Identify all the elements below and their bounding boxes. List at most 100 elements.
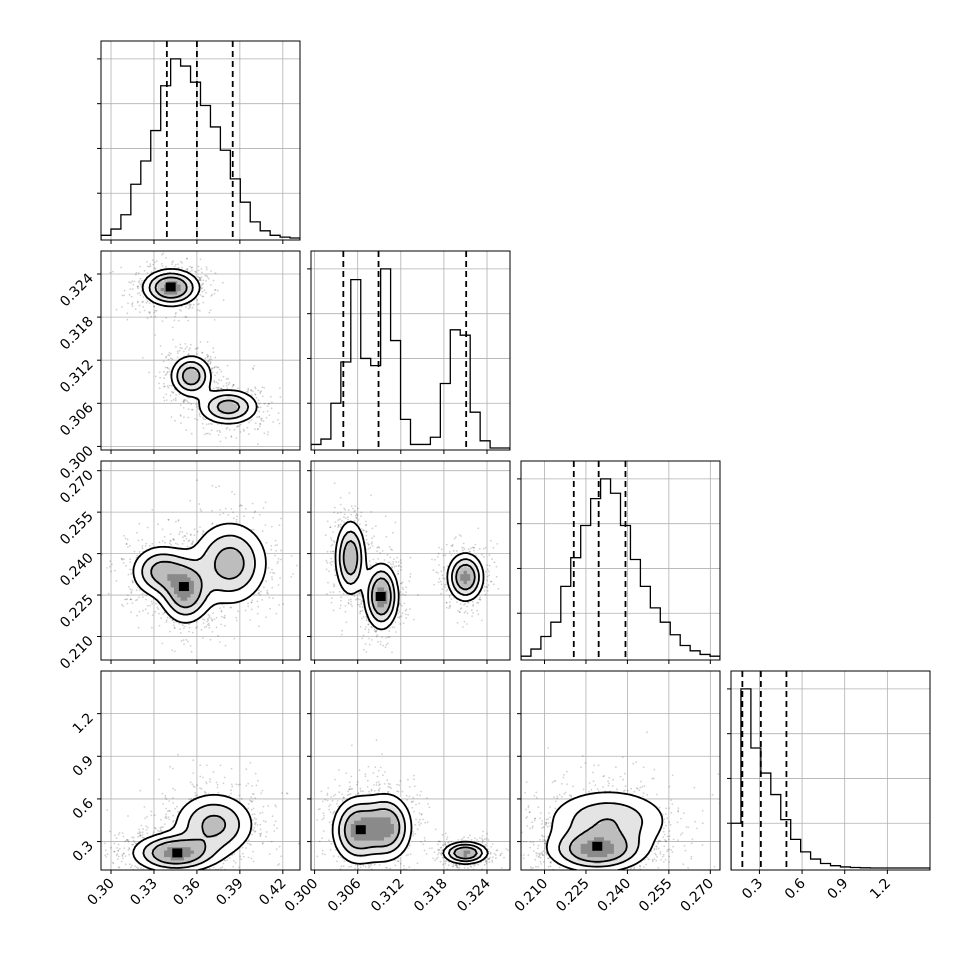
scatter-point xyxy=(280,517,282,520)
scatter-point xyxy=(183,416,185,418)
density-cell xyxy=(190,380,195,385)
scatter-point xyxy=(252,368,255,371)
scatter-point xyxy=(129,598,132,601)
density-cell xyxy=(193,357,198,361)
scatter-point xyxy=(211,509,214,512)
scatter-point xyxy=(126,312,129,315)
density-cell xyxy=(250,557,254,561)
density-cell xyxy=(183,570,188,575)
scatter-point xyxy=(130,591,133,593)
scatter-point xyxy=(491,558,493,560)
density-cell xyxy=(220,530,225,535)
scatter-point xyxy=(179,347,182,349)
density-cell xyxy=(170,593,175,598)
scatter-point xyxy=(136,614,139,617)
scatter-point xyxy=(197,408,200,410)
scatter-point xyxy=(189,306,192,309)
density-cell xyxy=(256,567,261,571)
scatter-point xyxy=(194,270,197,273)
scatter-point xyxy=(244,507,247,510)
density-cell xyxy=(203,406,208,411)
scatter-point xyxy=(162,360,165,363)
density-cell xyxy=(200,396,205,401)
scatter-point xyxy=(187,640,189,643)
density-cell xyxy=(223,593,228,598)
density-cell xyxy=(253,406,258,411)
scatter-point xyxy=(162,613,165,615)
density-cell xyxy=(160,580,165,585)
scatter-point xyxy=(199,277,202,280)
scatter-point xyxy=(133,550,136,553)
scatter-point xyxy=(186,258,189,260)
scatter-point xyxy=(112,270,114,273)
scatter-point xyxy=(334,521,337,523)
scatter-point xyxy=(261,386,264,389)
scatter-point xyxy=(107,592,110,595)
scatter-point xyxy=(141,547,144,550)
density-cell xyxy=(167,580,172,585)
density-cell xyxy=(183,373,188,378)
density-cell xyxy=(187,590,191,595)
scatter-point xyxy=(258,589,260,591)
scatter-point xyxy=(148,265,151,268)
scatter-point xyxy=(187,540,190,543)
density-cell xyxy=(220,540,225,545)
scatter-point xyxy=(138,551,141,553)
density-cell xyxy=(170,580,175,585)
scatter-point xyxy=(191,307,194,309)
scatter-point xyxy=(141,545,144,547)
scatter-point xyxy=(189,265,192,268)
density-cell xyxy=(170,277,175,282)
density-cell xyxy=(190,280,195,285)
scatter-point xyxy=(151,509,154,511)
density-cell xyxy=(190,563,195,568)
scatter-point xyxy=(180,422,182,424)
scatter-point xyxy=(214,272,217,275)
density-cell xyxy=(157,563,162,568)
scatter-point xyxy=(463,611,466,614)
scatter-point xyxy=(177,520,180,522)
density-cell xyxy=(223,596,228,601)
density-cell xyxy=(207,540,211,545)
scatter-point xyxy=(166,371,169,374)
density-cell xyxy=(253,547,258,551)
density-cell xyxy=(180,593,185,598)
density-cell xyxy=(144,553,148,558)
scatter-point xyxy=(211,293,214,296)
density-cell xyxy=(187,284,191,288)
scatter-point xyxy=(172,392,175,394)
scatter-point xyxy=(476,601,479,604)
scatter-point xyxy=(109,271,112,274)
scatter-point xyxy=(179,632,182,634)
scatter-point xyxy=(200,510,203,512)
density-cell xyxy=(190,373,195,378)
density-cell xyxy=(250,570,254,575)
scatter-point xyxy=(182,400,185,402)
scatter-point xyxy=(257,406,260,409)
density-cell xyxy=(240,560,245,565)
scatter-point xyxy=(359,610,362,612)
scatter-point xyxy=(129,288,132,290)
density-cell xyxy=(157,557,162,561)
scatter-point xyxy=(209,309,212,312)
scatter-point xyxy=(365,617,368,620)
density-cell xyxy=(150,557,155,561)
density-cell xyxy=(207,413,211,418)
scatter-point xyxy=(219,509,222,511)
scatter-point xyxy=(224,507,227,510)
scatter-point xyxy=(151,626,153,629)
density-cell xyxy=(173,377,178,381)
density-cell xyxy=(173,573,178,578)
density-cell xyxy=(246,577,251,581)
scatter-point xyxy=(211,371,214,374)
scatter-point xyxy=(173,319,176,322)
scatter-point xyxy=(202,282,205,285)
scatter-point xyxy=(198,303,200,305)
density-cell xyxy=(203,590,208,595)
density-cell xyxy=(240,596,245,601)
density-cell xyxy=(200,593,205,598)
scatter-point xyxy=(230,508,233,510)
scatter-point xyxy=(207,354,210,357)
density-cell xyxy=(173,383,178,388)
density-cell xyxy=(246,413,251,418)
